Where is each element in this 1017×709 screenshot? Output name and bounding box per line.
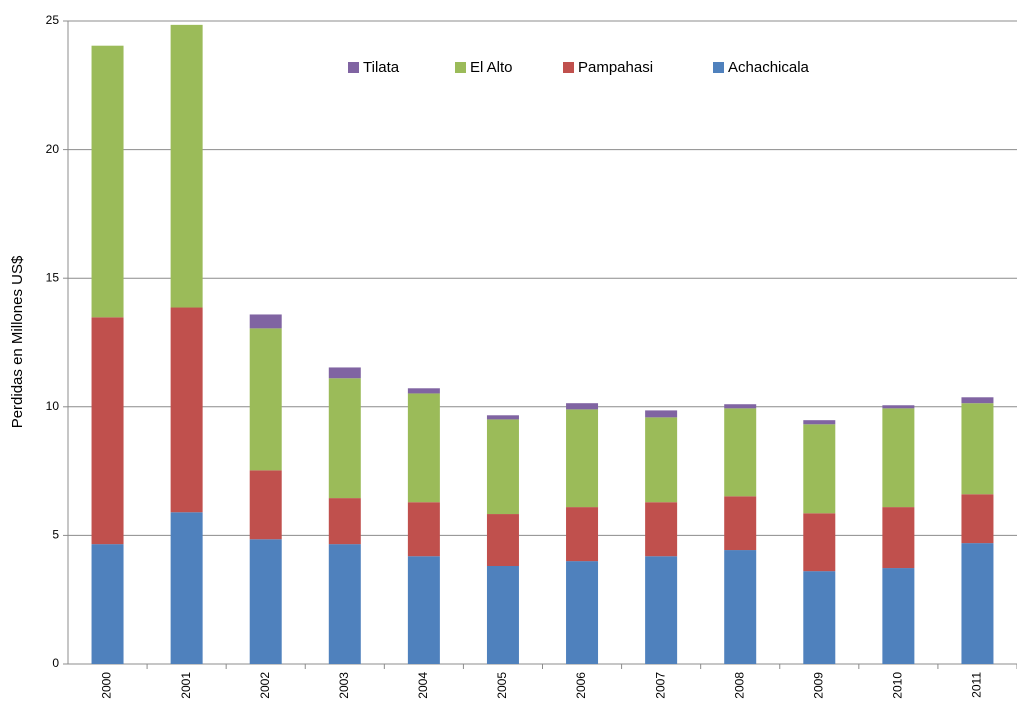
- bar-segment: [961, 494, 994, 544]
- bar-segment: [486, 566, 519, 664]
- bar-segment: [882, 507, 915, 569]
- bar-segment: [961, 397, 994, 404]
- bar-segment: [170, 512, 203, 664]
- bar-segment: [724, 496, 757, 551]
- bar-segment: [407, 393, 440, 503]
- bar-segment: [249, 328, 282, 471]
- bar-segment: [803, 424, 836, 514]
- bar-segment: [724, 550, 757, 664]
- bar-segment: [645, 410, 678, 418]
- bar-segment: [724, 404, 757, 409]
- bar-segment: [407, 556, 440, 664]
- x-tick-label: 2002: [258, 672, 272, 699]
- bar-segment: [91, 45, 124, 318]
- bar-segment: [170, 24, 203, 308]
- bar-segment: [486, 514, 519, 567]
- bar-segment: [645, 417, 678, 503]
- x-tick-label: 2000: [100, 672, 114, 699]
- bar-segment: [91, 317, 124, 545]
- bar-segment: [486, 419, 519, 515]
- bar-segment: [249, 470, 282, 540]
- y-tick-label: 10: [46, 399, 60, 413]
- bar-segment: [249, 314, 282, 329]
- bar-segment: [328, 378, 361, 499]
- y-tick-label: 5: [52, 528, 59, 542]
- bar-segment: [882, 568, 915, 664]
- x-tick-label: 2011: [970, 672, 984, 698]
- bar-segment: [407, 502, 440, 557]
- bar-segment: [486, 415, 519, 420]
- bar-segment: [803, 420, 836, 425]
- bar-segment: [882, 408, 915, 508]
- x-tick-label: 2003: [337, 672, 351, 699]
- bar-segment: [328, 544, 361, 664]
- x-tick-label: 2004: [416, 672, 430, 699]
- x-tick-label: 2010: [891, 672, 905, 699]
- bar-segment: [407, 388, 440, 394]
- x-tick-label: 2009: [811, 672, 825, 699]
- legend-swatch: [455, 62, 466, 73]
- y-tick-label: 25: [46, 13, 60, 27]
- y-tick-label: 15: [46, 270, 60, 284]
- x-tick-label: 2005: [495, 672, 509, 699]
- x-tick-label: 2008: [732, 672, 746, 699]
- bar-segment: [170, 307, 203, 513]
- bar-segment: [882, 405, 915, 409]
- bar-segment: [328, 498, 361, 545]
- x-tick-label: 2006: [574, 672, 588, 699]
- legend-text: Achachicala: [728, 59, 810, 76]
- legend-text: El Alto: [470, 59, 513, 76]
- x-tick-label: 2007: [653, 672, 667, 699]
- legend-text: Pampahasi: [578, 59, 653, 76]
- legend-text: Tilata: [363, 59, 400, 76]
- y-tick-label: 0: [52, 656, 59, 670]
- legend-swatch: [348, 62, 359, 73]
- y-axis-title: Perdidas en Millones US$: [9, 255, 26, 428]
- y-tick-label: 20: [46, 142, 60, 156]
- bar-segment: [328, 367, 361, 379]
- bar-segment: [803, 513, 836, 572]
- bar-segment: [566, 507, 599, 562]
- bar-segment: [645, 556, 678, 664]
- x-tick-label: 2001: [179, 672, 193, 699]
- bar-segment: [961, 543, 994, 664]
- bar-segment: [566, 409, 599, 508]
- bar-segment: [249, 539, 282, 664]
- legend-swatch: [713, 62, 724, 73]
- bar-segment: [566, 403, 599, 410]
- bar-segment: [803, 571, 836, 664]
- bar-segment: [645, 502, 678, 557]
- bar-segment: [724, 408, 757, 497]
- legend-swatch: [563, 62, 574, 73]
- bar-segment: [566, 561, 599, 664]
- bar-segment: [91, 544, 124, 664]
- bar-segment: [961, 403, 994, 495]
